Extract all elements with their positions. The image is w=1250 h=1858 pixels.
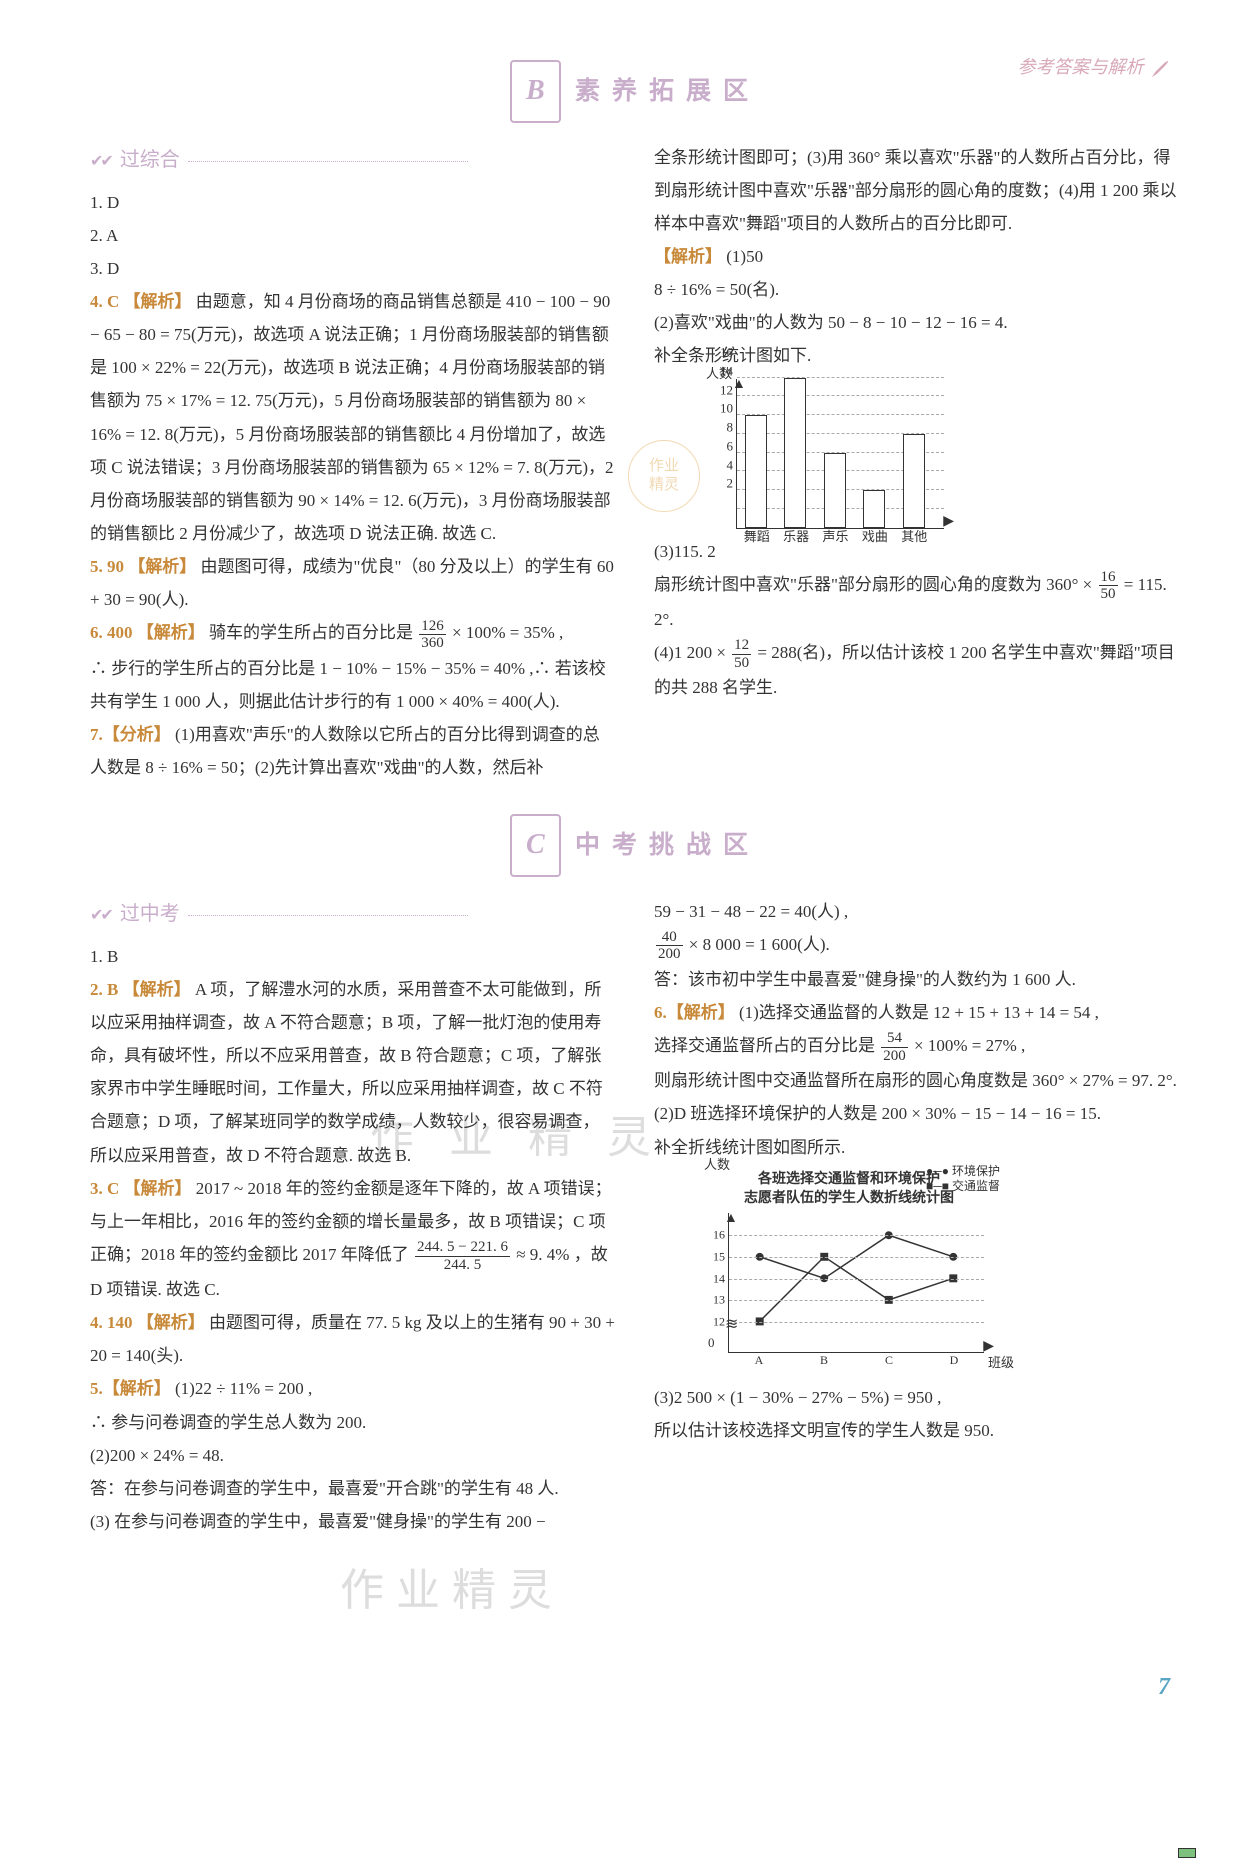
cr-p3: 答：该市初中学生中最喜爱"健身操"的人数约为 1 600 人.	[654, 963, 1180, 996]
section-b-title: 素养拓展区	[575, 78, 760, 105]
q2: 2. A	[90, 219, 616, 252]
section-c-left-col: ✔✔ 过中考 1. B 2. B 【解析】 A 项，了解澧水河的水质，采用普查不…	[90, 895, 616, 1538]
cr-p5: 选择交通监督所占的百分比是 54200 × 100% = 27% ,	[654, 1029, 1180, 1064]
c-q4: 4. 140 【解析】 由题图可得，质量在 77. 5 kg 及以上的生猪有 9…	[90, 1306, 616, 1372]
q6c: ∴ 步行的学生所占的百分比是 1 − 10% − 15% − 35% = 40%…	[90, 652, 616, 718]
line-chart: 各班选择交通监督和环境保护志愿者队伍的学生人数折线统计图 ●─● 环境保护 ■─…	[704, 1170, 994, 1353]
section-c-badge: C	[510, 814, 561, 877]
lc-ylabel: 人数	[704, 1152, 730, 1177]
bar-chart: 人数 ▲ ▶ 246810121416舞蹈乐器声乐戏曲其他	[714, 379, 944, 529]
br-p3: 8 ÷ 16% = 50(名).	[654, 273, 1180, 306]
lc-xlabel: 班级	[988, 1350, 1014, 1375]
cr-p8: 补全折线统计图如图所示.	[654, 1131, 1180, 1164]
q1: 1. D	[90, 186, 616, 219]
section-c-right-col: 59 − 31 − 48 − 22 = 40(人) , 40200 × 8 00…	[654, 895, 1180, 1538]
q5: 5. 90 【解析】 由题图可得，成绩为"优良"（80 分及以上）的学生有 60…	[90, 550, 616, 616]
subhead-zonghe: ✔✔ 过综合	[90, 141, 616, 180]
cr-p10: 所以估计该校选择文明宣传的学生人数是 950.	[654, 1414, 1180, 1447]
br-p7: 扇形统计图中喜欢"乐器"部分扇形的圆心角的度数为 360° × 1650 = 1…	[654, 568, 1180, 636]
c-q5d: 答：在参与问卷调查的学生中，最喜爱"开合跳"的学生有 48 人.	[90, 1472, 616, 1505]
cr-p2: 40200 × 8 000 = 1 600(人).	[654, 928, 1180, 963]
c-q5: 5.【解析】 (1)22 ÷ 11% = 200 ,	[90, 1372, 616, 1405]
q4: 4. C 【解析】 由题意，知 4 月份商场的商品销售总额是 410 − 100…	[90, 285, 616, 550]
section-b-banner: B 素养拓展区	[90, 60, 1180, 123]
c-q1: 1. B	[90, 940, 616, 973]
br-p8: (4)1 200 × 1250 = 288(名)，所以估计该校 1 200 名学…	[654, 636, 1180, 704]
c-q5c: (2)200 × 24% = 48.	[90, 1439, 616, 1472]
stamp-watermark: 作业精灵	[628, 440, 700, 512]
br-p4: (2)喜欢"戏曲"的人数为 50 − 8 − 10 − 12 − 16 = 4.	[654, 306, 1180, 339]
c-q5b: ∴ 参与问卷调查的学生总人数为 200.	[90, 1406, 616, 1439]
arrow-right-icon: ▶	[943, 508, 954, 535]
q7: 7.【分析】 (1)用喜欢"声乐"的人数除以它所占的百分比得到调查的总人数是 8…	[90, 718, 616, 784]
section-b-badge: B	[510, 60, 561, 123]
br-p1: 全条形统计图即可；(3)用 360° 乘以喜欢"乐器"的人数所占百分比，得到扇形…	[654, 141, 1180, 240]
section-b-left-col: ✔✔ 过综合 1. D 2. A 3. D 4. C 【解析】 由题意，知 4 …	[90, 141, 616, 784]
cr-p9: (3)2 500 × (1 − 30% − 27% − 5%) = 950 ,	[654, 1381, 1180, 1414]
section-c-title: 中考挑战区	[575, 832, 760, 859]
origin-label: 0	[708, 1330, 715, 1355]
br-p2: 【解析】 (1)50	[654, 240, 1180, 273]
cr-p6: 则扇形统计图中交通监督所在扇形的圆心角度数是 360° × 27% = 97. …	[654, 1064, 1180, 1097]
q3: 3. D	[90, 252, 616, 285]
cr-p7: (2)D 班选择环境保护的人数是 200 × 30% − 15 − 14 − 1…	[654, 1097, 1180, 1130]
watermark-2: 作业精灵	[340, 1548, 1250, 1634]
chev-icon: ✔✔	[90, 153, 111, 170]
cr-p1: 59 − 31 − 48 − 22 = 40(人) ,	[654, 895, 1180, 928]
page-number: 7	[90, 1664, 1180, 1711]
c-q2: 2. B 【解析】 A 项，了解澧水河的水质，采用普查不太可能做到，所以应采用抽…	[90, 973, 616, 1172]
arrow-up-icon: ▲	[732, 371, 746, 398]
q6: 6. 400 【解析】 骑车的学生所占的百分比是 126360 × 100% =…	[90, 616, 616, 651]
c-q3: 3. C 【解析】 2017 ~ 2018 年的签约金额是逐年下降的，故 A 项…	[90, 1172, 616, 1307]
lc-legend: ●─● 环境保护 ■─■ 交通监督	[926, 1164, 1000, 1195]
subhead-zhongkao: ✔✔ 过中考	[90, 895, 616, 934]
section-b-right-col: 全条形统计图即可；(3)用 360° 乘以喜欢"乐器"的人数所占百分比，得到扇形…	[654, 141, 1180, 784]
section-c-columns: 作 业 精 灵 ✔✔ 过中考 1. B 2. B 【解析】 A 项，了解澧水河的…	[90, 895, 1180, 1538]
chev-icon: ✔✔	[90, 907, 111, 924]
cr-p4: 6.【解析】 (1)选择交通监督的人数是 12 + 15 + 13 + 14 =…	[654, 996, 1180, 1029]
section-c-banner: C 中考挑战区	[90, 814, 1180, 877]
c-q5e: (3) 在参与问卷调查的学生中，最喜爱"健身操"的学生有 200 −	[90, 1505, 616, 1538]
